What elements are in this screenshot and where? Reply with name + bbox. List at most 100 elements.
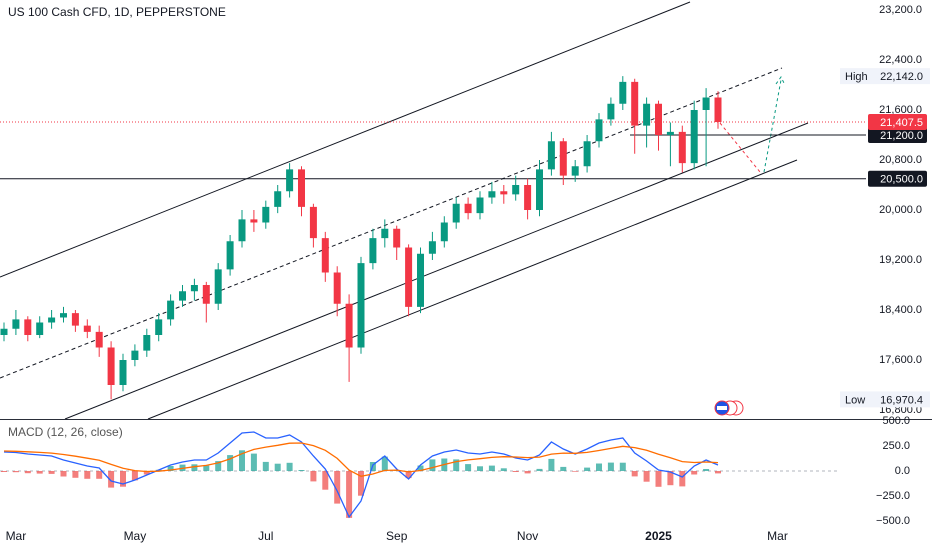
plot-layer — [0, 76, 866, 519]
x-tick-label: Nov — [517, 529, 538, 543]
flag-icon — [714, 400, 744, 416]
histogram-bar — [24, 471, 31, 474]
histogram-bar — [215, 461, 222, 471]
histogram-bar — [131, 471, 138, 481]
histogram-bar — [310, 471, 317, 482]
candle-body — [179, 291, 186, 301]
histogram-bar — [703, 469, 710, 471]
histogram-bar — [274, 463, 281, 471]
candle-body — [333, 272, 341, 304]
channel-line — [0, 1, 691, 278]
x-tick-label: 2025 — [645, 529, 672, 543]
histogram-bar — [322, 471, 329, 490]
candle-body — [357, 263, 365, 348]
histogram-bar — [48, 471, 55, 474]
histogram-bar — [108, 471, 115, 488]
histogram-bar — [715, 471, 721, 474]
level-label: 21,200.0 — [880, 130, 923, 142]
y-tick-label: −250.0 — [876, 490, 910, 502]
candle-body — [666, 131, 674, 135]
histogram-bar — [536, 468, 543, 471]
candle-body — [262, 206, 270, 223]
candle-body — [24, 319, 32, 335]
histogram-bar — [203, 465, 210, 471]
high-value: 22,142.0 — [880, 71, 923, 83]
macd-line — [3, 431, 719, 519]
chart-title: US 100 Cash CFD, 1D, PEPPERSTONE — [8, 5, 226, 19]
candle-body — [440, 222, 448, 242]
candle-body — [309, 206, 317, 239]
candle-body — [83, 325, 91, 332]
channel-mid-line — [0, 67, 783, 379]
candle-body — [190, 285, 198, 292]
histogram-bar — [488, 465, 495, 471]
candle-body — [428, 241, 436, 254]
histogram-bar — [643, 471, 650, 482]
projection-up — [763, 76, 786, 173]
candle-body — [155, 319, 163, 335]
candle-body — [524, 185, 532, 210]
candle-body — [60, 313, 67, 318]
candle-body — [298, 169, 305, 207]
histogram-bar — [619, 462, 626, 471]
y-tick-label: 22,400.0 — [879, 54, 922, 66]
candle-body — [405, 247, 413, 307]
candle-body — [631, 81, 639, 126]
histogram-bar — [381, 456, 388, 471]
candle-body — [369, 238, 377, 264]
histogram-bar — [334, 471, 341, 504]
candle-body — [512, 185, 520, 195]
high-box — [840, 68, 930, 85]
x-tick-label: Sep — [386, 529, 408, 543]
histogram-bar — [655, 471, 662, 487]
histogram-bar — [584, 467, 591, 471]
histogram-bar — [143, 471, 150, 475]
candle-body — [500, 191, 508, 195]
candle-body — [417, 253, 424, 307]
histogram-bar — [477, 466, 483, 471]
histogram-bar — [72, 471, 79, 478]
candle-body — [202, 285, 210, 304]
last-price-label: 21,407.5 — [880, 117, 923, 129]
candle-body — [702, 97, 710, 110]
histogram-bar — [358, 471, 364, 496]
candle-body — [464, 203, 472, 214]
candle-body — [452, 203, 460, 223]
candle-body — [547, 141, 555, 170]
candle-body — [71, 313, 79, 326]
candle-body — [607, 103, 615, 120]
histogram-bar — [298, 470, 305, 471]
y-tick-label: 23,200.0 — [879, 4, 922, 16]
histogram-bar — [36, 471, 43, 474]
candle-body — [488, 191, 496, 198]
y-tick-label: 0.0 — [895, 465, 910, 477]
candle-body — [690, 110, 698, 164]
histogram-bar — [346, 471, 353, 518]
y-tick-label: 18,400.0 — [879, 304, 922, 316]
candle-body — [107, 347, 115, 385]
level-label-box — [868, 127, 927, 143]
x-tick-label: Mar — [6, 529, 27, 543]
histogram-bar — [572, 471, 579, 472]
candle-body — [238, 219, 246, 242]
indicator-title: MACD (12, 26, close) — [8, 425, 123, 439]
channel-line — [147, 159, 798, 420]
candle-body — [167, 300, 175, 320]
histogram-bar — [679, 471, 686, 487]
candle-body — [619, 81, 627, 104]
y-tick-label: 21,600.0 — [879, 104, 922, 116]
candle-body — [95, 331, 103, 348]
candle-body — [48, 317, 56, 323]
candle-body — [0, 328, 8, 335]
histogram-bar — [453, 459, 460, 471]
candle-body — [381, 228, 389, 239]
histogram-bar — [12, 471, 19, 473]
candle-body — [214, 269, 222, 304]
y-tick-label: 20,000.0 — [879, 204, 922, 216]
projection-down — [719, 122, 761, 173]
y-tick-label: 19,200.0 — [879, 254, 922, 266]
histogram-bar — [667, 471, 674, 486]
macd-line — [3, 442, 719, 477]
candle-body — [143, 335, 151, 351]
candle-body — [131, 350, 139, 360]
